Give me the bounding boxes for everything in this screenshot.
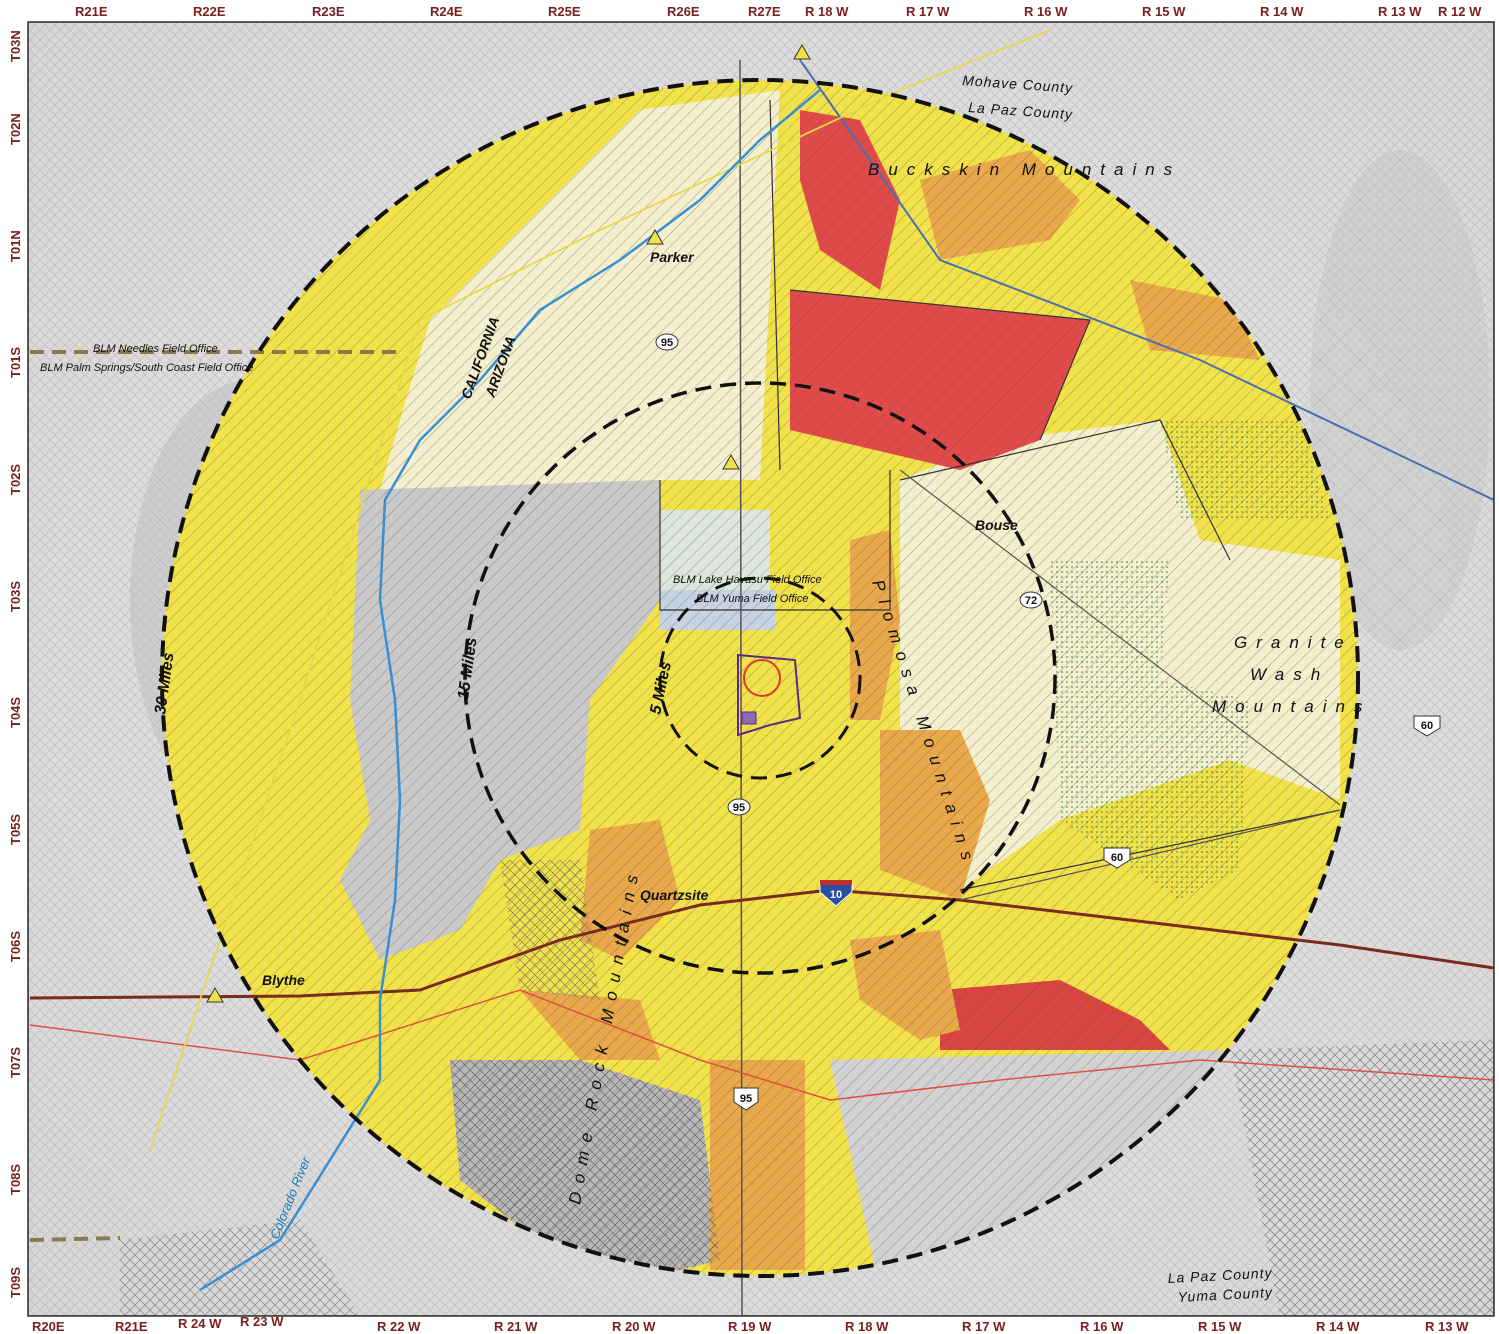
shield-label: 60 (1421, 720, 1433, 732)
range-label: R 21 W (494, 1319, 538, 1334)
range-label: R 16 W (1080, 1319, 1124, 1334)
label-granite-wash-2: Wash (1250, 665, 1329, 684)
top-range-labels: R21E R22E R23E R24E R25E R26E R27E R 18 … (75, 4, 1482, 19)
ring-5-miles (658, 576, 862, 780)
label-lake-havasu-field-office: BLM Lake Havasu Field Office (673, 574, 822, 586)
highway-shields: 95 95 95 72 60 60 10 (655, 333, 1441, 1111)
powerline-red (29, 989, 1495, 1101)
shield-label: 95 (661, 337, 673, 349)
shield-icon (1103, 847, 1131, 869)
range-label: R 22 W (377, 1319, 421, 1334)
label-buckskin-mountains: Buckskin Mountains (868, 160, 1181, 179)
aqueduct-line (799, 59, 1495, 501)
shield-icon (1413, 715, 1441, 737)
label-yuma-county: Yuma County (1177, 1284, 1273, 1305)
range-label: R 14 W (1260, 4, 1304, 19)
township-label: T09S (8, 1267, 23, 1298)
township-label: T04S (8, 697, 23, 728)
ring-30-miles (160, 78, 1360, 1278)
range-label: R 17 W (962, 1319, 1006, 1334)
shield-icon (655, 333, 679, 351)
triangle-icon (793, 43, 811, 60)
range-label: R 12 W (1438, 4, 1482, 19)
shield-label: 95 (740, 1093, 752, 1105)
shield-icon (1019, 591, 1043, 609)
range-label: R 18 W (805, 4, 849, 19)
shield-label: 60 (1111, 852, 1123, 864)
township-label: T07S (8, 1047, 23, 1078)
place-bouse: Bouse (975, 517, 1018, 533)
range-label: R21E (75, 4, 108, 19)
range-label: R23E (312, 4, 345, 19)
range-label: R24E (430, 4, 463, 19)
highway-60-line (959, 809, 1341, 901)
range-label: R20E (32, 1319, 65, 1334)
roads-layer (29, 29, 1495, 1317)
project-center-marker (743, 659, 781, 697)
colorado-river-line (199, 89, 821, 1292)
township-label: T08S (8, 1164, 23, 1195)
range-label: R 24 W (178, 1316, 222, 1331)
range-label: R25E (548, 4, 581, 19)
range-label: R 15 W (1142, 4, 1186, 19)
township-label: T01N (8, 230, 23, 262)
range-label: R 20 W (612, 1319, 656, 1334)
place-parker: Parker (650, 249, 695, 265)
range-label: R22E (193, 4, 226, 19)
interstate-10-line (29, 888, 1495, 1000)
distance-rings (160, 78, 1360, 1278)
label-mohave-county: Mohave County (962, 72, 1074, 96)
township-label: T01S (8, 347, 23, 378)
township-labels: T03N T02N T01N T01S T02S T03S T04S T05S … (8, 30, 23, 1298)
range-label: R 17 W (906, 4, 950, 19)
range-label: R 19 W (728, 1319, 772, 1334)
label-la-paz-county-bottom: La Paz County (1167, 1265, 1273, 1286)
label-granite-wash-1: Granite (1234, 633, 1353, 652)
shield-label: 95 (733, 802, 745, 814)
township-label: T02N (8, 113, 23, 145)
township-label: T02S (8, 464, 23, 495)
place-quartzsite: Quartzsite (640, 887, 709, 903)
shield-label: 72 (1025, 595, 1037, 607)
label-granite-wash-3: Mountains (1212, 697, 1371, 716)
township-label: T03S (8, 581, 23, 612)
shield-icon (727, 798, 751, 816)
range-label: R 14 W (1316, 1319, 1360, 1334)
substation-markers (206, 43, 811, 1003)
shield-label: 10 (830, 889, 842, 901)
label-la-paz-county-top: La Paz County (968, 99, 1074, 122)
triangle-icon (722, 453, 740, 470)
range-label: R 13 W (1378, 4, 1422, 19)
range-label: R26E (667, 4, 700, 19)
range-label: R21E (115, 1319, 148, 1334)
range-label: R 16 W (1024, 4, 1068, 19)
unit-boundaries (659, 99, 1341, 891)
triangle-icon (646, 228, 664, 245)
shield-icon (733, 1087, 759, 1111)
township-label: T05S (8, 814, 23, 845)
range-label: R 13 W (1425, 1319, 1469, 1334)
range-label: R 18 W (845, 1319, 889, 1334)
ring-15-miles (463, 381, 1057, 975)
land-status-layer (162, 80, 1358, 1276)
township-label: T06S (8, 931, 23, 962)
triangle-icon (206, 986, 224, 1003)
project-boundary (737, 653, 802, 737)
range-label: R 23 W (240, 1314, 284, 1329)
highway-72-line (899, 469, 1341, 806)
state-route-yellow (149, 29, 1051, 1151)
range-label: R 15 W (1198, 1319, 1242, 1334)
range-label: R27E (748, 4, 781, 19)
township-label: T03N (8, 30, 23, 62)
label-palm-springs-field-office: BLM Palm Springs/South Coast Field Offic… (40, 362, 253, 374)
label-needles-field-office: BLM Needles Field Office (93, 343, 218, 355)
label-yuma-field-office: BLM Yuma Field Office (696, 593, 809, 605)
bottom-range-labels: R20E R21E R 24 W R 23 W R 22 W R 21 W R … (32, 1314, 1469, 1334)
place-blythe: Blythe (262, 972, 305, 988)
